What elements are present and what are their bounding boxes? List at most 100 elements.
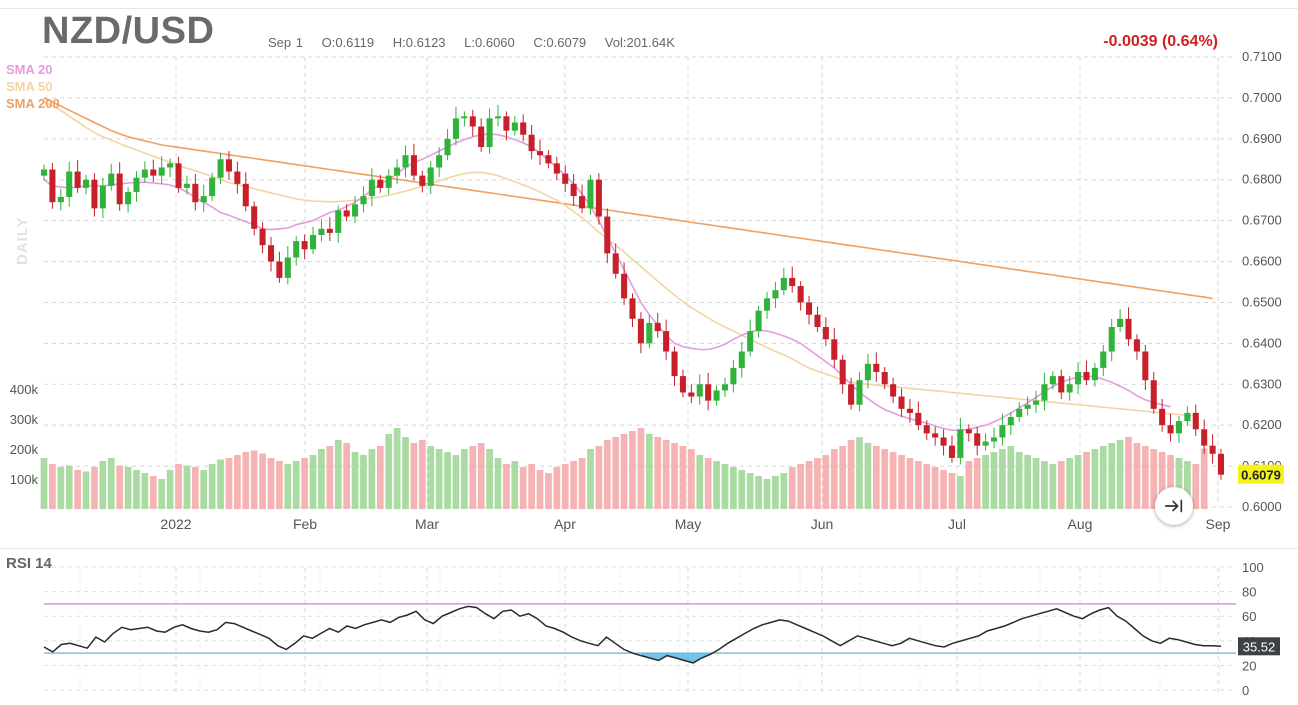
volume-bar	[376, 446, 384, 509]
candle-body	[797, 286, 804, 303]
candle-body	[738, 351, 745, 368]
volume-bar	[755, 476, 762, 509]
candle-body	[932, 433, 939, 438]
volume-bar	[1167, 455, 1174, 509]
volume-bar	[603, 440, 611, 509]
volume-bar	[1041, 461, 1048, 509]
volume-bar	[982, 455, 989, 509]
candle-body	[898, 396, 905, 409]
candle-body	[511, 122, 518, 131]
candle-body	[637, 318, 644, 344]
candle-body	[1217, 453, 1225, 475]
legend-sma-200[interactable]: SMA 200	[6, 96, 60, 111]
volume-bar	[65, 465, 73, 509]
volume-bar	[99, 461, 107, 509]
candle-body	[478, 126, 485, 147]
volume-bar	[721, 464, 729, 509]
price-tick-label: 0.6500	[1242, 294, 1282, 309]
candle-body	[368, 179, 375, 197]
volume-tick-label: 100k	[10, 472, 39, 487]
candle-body	[906, 408, 913, 413]
volume-bar	[822, 455, 830, 509]
arrow-to-end-icon	[1164, 499, 1183, 513]
volume-bar	[469, 446, 477, 509]
candle-body	[301, 241, 308, 250]
candle-body	[419, 175, 426, 186]
candle-body	[553, 163, 560, 174]
month-tick-label: Mar	[415, 516, 439, 532]
volume-bar	[368, 449, 376, 509]
candle-body	[520, 122, 527, 135]
volume-bar	[545, 473, 552, 509]
volume-bar	[645, 434, 653, 509]
volume-bar	[914, 461, 922, 509]
volume-bar	[91, 467, 98, 509]
candle-body	[1066, 384, 1073, 393]
candle-body	[1125, 318, 1132, 340]
rsi-tick-label: 80	[1242, 585, 1256, 600]
legend-sma-50[interactable]: SMA 50	[6, 79, 53, 94]
candle-body	[822, 327, 829, 340]
candle-body	[410, 155, 417, 176]
candle-body	[814, 314, 821, 327]
volume-bar	[511, 461, 519, 509]
volume-bar	[175, 464, 182, 509]
candle-body	[1133, 339, 1140, 352]
go-to-latest-button[interactable]	[1155, 487, 1193, 525]
price-tick-label: 0.6300	[1242, 376, 1282, 391]
candle-body	[772, 290, 779, 299]
candle-body	[242, 183, 249, 207]
volume-bar	[679, 446, 687, 509]
candle-body	[469, 116, 476, 127]
volume-bar	[1083, 452, 1090, 509]
candle-body	[1075, 372, 1082, 385]
volume-tick-label: 400k	[10, 382, 39, 397]
volume-bar	[242, 452, 250, 509]
volume-bar	[553, 467, 561, 509]
candle-body	[965, 429, 972, 434]
candle-body	[108, 173, 115, 186]
volume-bar	[856, 437, 863, 509]
volume-bar	[948, 473, 956, 509]
candle-body	[831, 339, 838, 360]
candle-body	[1159, 408, 1166, 426]
candle-body	[848, 384, 855, 405]
candle-body	[40, 169, 48, 176]
candle-body	[654, 322, 661, 332]
volume-bar	[1108, 443, 1116, 509]
candle-body	[352, 204, 359, 217]
volume-bar	[418, 440, 426, 509]
volume-bar	[309, 455, 317, 509]
rsi-last-tag	[1238, 637, 1280, 656]
candle-body	[705, 384, 712, 401]
candle-body	[452, 118, 459, 139]
volume-bar	[637, 428, 645, 509]
volume-bar	[730, 467, 737, 509]
volume-bar	[1116, 440, 1124, 509]
candle-body	[940, 437, 947, 446]
volume-bar	[318, 449, 325, 509]
price-tick-label: 0.6400	[1242, 335, 1282, 350]
candle-body	[923, 425, 930, 434]
volume-bar	[578, 458, 586, 509]
candle-body	[259, 228, 266, 246]
volume-bar	[620, 434, 628, 509]
volume-bar	[1158, 452, 1166, 509]
candle-body	[595, 179, 602, 217]
candle-body	[234, 171, 241, 184]
volume-bar	[990, 452, 998, 509]
candle-body	[679, 376, 686, 393]
month-tick-label: Apr	[554, 516, 576, 532]
candle-body	[402, 155, 409, 168]
volume-bar	[570, 461, 578, 509]
candle-body	[133, 177, 140, 192]
candle-body	[293, 241, 300, 258]
price-tick-label: 0.6700	[1242, 213, 1282, 228]
volume-bar	[393, 428, 401, 509]
volume-bar	[326, 446, 334, 509]
candle-body	[175, 163, 182, 188]
candle-body	[1175, 421, 1182, 434]
legend-sma-20[interactable]: SMA 20	[6, 62, 53, 77]
candle-body	[1201, 429, 1208, 446]
candle-body	[158, 167, 165, 176]
